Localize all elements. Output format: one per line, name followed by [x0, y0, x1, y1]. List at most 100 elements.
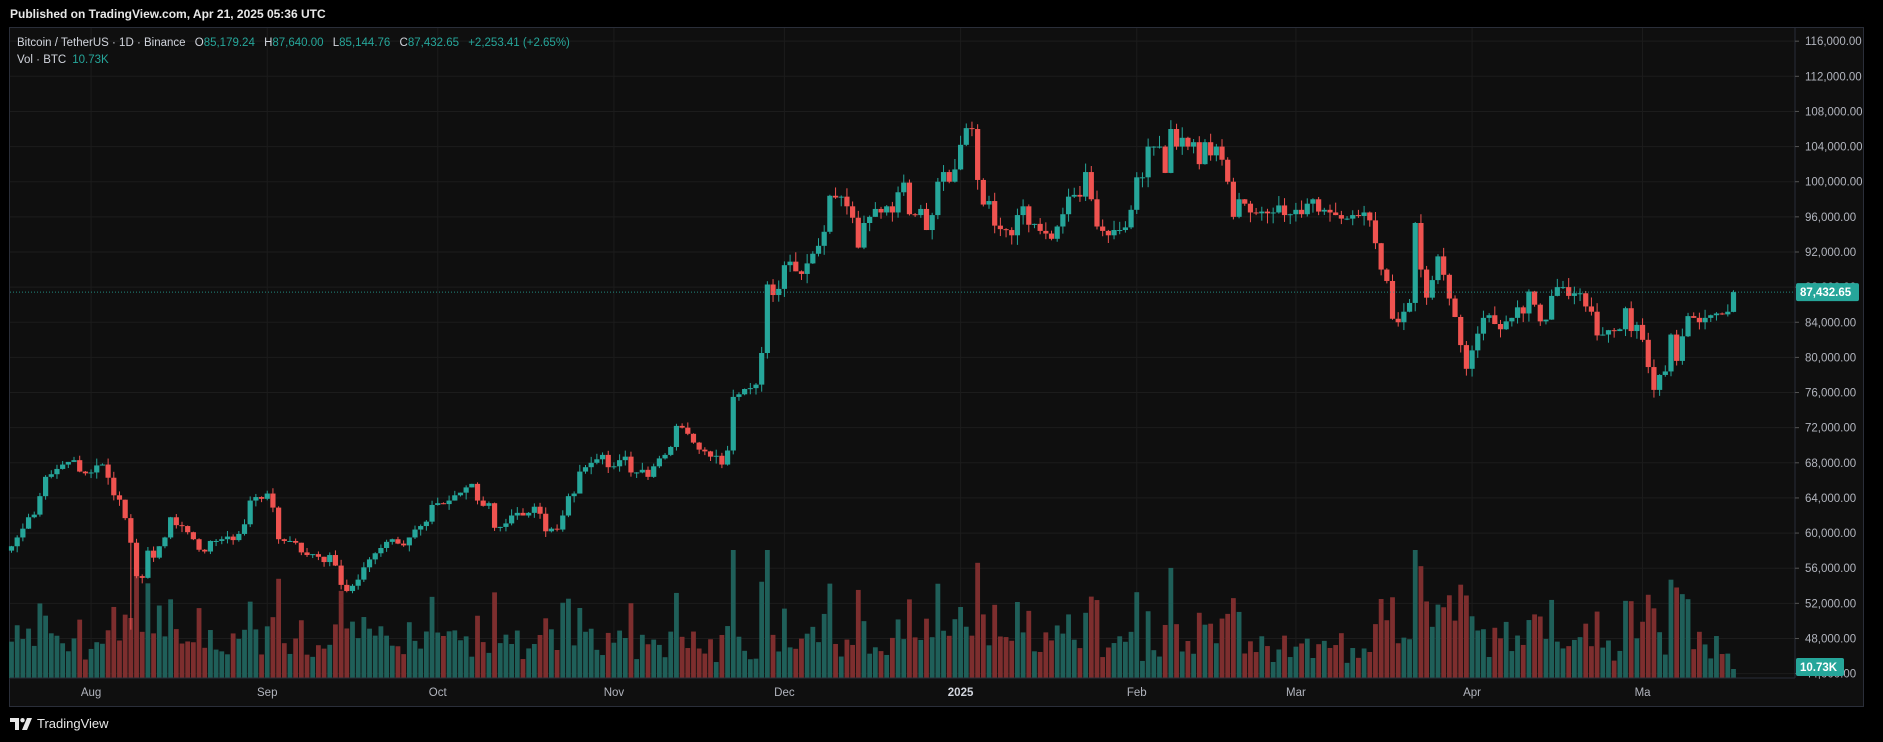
candle-body[interactable]	[1395, 318, 1401, 323]
candle-body[interactable]	[71, 460, 77, 462]
candle-body[interactable]	[1304, 203, 1310, 215]
candle-body[interactable]	[1020, 206, 1026, 216]
candle-body[interactable]	[1202, 142, 1208, 165]
candle-body[interactable]	[128, 518, 134, 543]
candle-body[interactable]	[1469, 350, 1475, 369]
candle-body[interactable]	[116, 495, 123, 500]
candle-body[interactable]	[60, 464, 66, 469]
candle-body[interactable]	[230, 536, 236, 541]
candle-body[interactable]	[594, 459, 600, 463]
candle-body[interactable]	[503, 523, 509, 527]
candle-body[interactable]	[918, 208, 924, 216]
candle-body[interactable]	[673, 425, 680, 447]
candle-body[interactable]	[702, 449, 708, 452]
candle-body[interactable]	[156, 546, 162, 558]
candle-body[interactable]	[88, 472, 94, 474]
candle-body[interactable]	[37, 496, 43, 515]
candle-body[interactable]	[412, 529, 418, 538]
candle-body[interactable]	[304, 552, 310, 556]
candle-body[interactable]	[31, 514, 37, 518]
candle-body[interactable]	[1276, 205, 1282, 213]
candle-body[interactable]	[872, 208, 878, 217]
candle-body[interactable]	[639, 469, 645, 473]
candle-body[interactable]	[1179, 137, 1185, 147]
candle-body[interactable]	[1685, 316, 1691, 337]
candle-body[interactable]	[1168, 129, 1174, 173]
candle-body[interactable]	[889, 206, 895, 213]
candle-body[interactable]	[310, 554, 316, 556]
candle-body[interactable]	[133, 542, 140, 577]
candle-body[interactable]	[548, 528, 555, 532]
candle-body[interactable]	[1247, 203, 1254, 213]
candle-body[interactable]	[42, 476, 49, 497]
candle-body[interactable]	[1605, 330, 1612, 335]
candle-body[interactable]	[190, 532, 196, 540]
candle-body[interactable]	[338, 565, 344, 585]
candle-body[interactable]	[406, 537, 412, 546]
candle-body[interactable]	[1463, 345, 1469, 369]
candlestick-chart[interactable]: 116,000.00 112,000.00 108,000.00 104,000.00…	[0, 0, 1883, 708]
candle-body[interactable]	[378, 548, 384, 554]
candle-body[interactable]	[514, 512, 520, 516]
candle-body[interactable]	[1122, 227, 1129, 231]
candle-body[interactable]	[1048, 233, 1055, 239]
candle-body[interactable]	[1725, 311, 1731, 315]
candle-body[interactable]	[844, 196, 850, 207]
candle-body[interactable]	[662, 454, 668, 459]
candle-body[interactable]	[1117, 230, 1123, 232]
candle-body[interactable]	[537, 506, 543, 514]
candle-body[interactable]	[804, 263, 810, 274]
candle-body[interactable]	[1316, 199, 1322, 212]
candle-body[interactable]	[168, 517, 174, 538]
candle-body[interactable]	[1531, 291, 1538, 305]
candle-body[interactable]	[1287, 214, 1293, 216]
candle-body[interactable]	[1060, 214, 1066, 227]
candle-body[interactable]	[480, 500, 486, 506]
candle-body[interactable]	[1435, 256, 1441, 281]
candle-body[interactable]	[1037, 223, 1043, 231]
candle-body[interactable]	[1071, 194, 1077, 197]
candle-body[interactable]	[264, 493, 270, 499]
candle-body[interactable]	[861, 223, 867, 248]
candle-body[interactable]	[651, 466, 657, 477]
candle-body[interactable]	[1088, 172, 1094, 200]
candle-body[interactable]	[656, 458, 662, 467]
candle-body[interactable]	[1219, 146, 1225, 160]
candle-body[interactable]	[1003, 229, 1009, 231]
candle-body[interactable]	[577, 471, 583, 494]
candle-body[interactable]	[719, 455, 725, 465]
candle-body[interactable]	[1480, 317, 1487, 334]
candle-body[interactable]	[980, 179, 986, 205]
candle-body[interactable]	[452, 495, 458, 501]
candle-body[interactable]	[469, 483, 475, 488]
candle-body[interactable]	[1009, 230, 1015, 236]
candle-body[interactable]	[48, 474, 54, 477]
candle-body[interactable]	[838, 196, 844, 198]
candle-body[interactable]	[1100, 226, 1106, 231]
candle-body[interactable]	[383, 541, 390, 548]
candle-body[interactable]	[628, 456, 634, 473]
candle-body[interactable]	[1253, 212, 1259, 214]
candle-body[interactable]	[1418, 223, 1424, 270]
candle-body[interactable]	[253, 497, 259, 501]
candle-body[interactable]	[8, 546, 15, 551]
candle-body[interactable]	[1327, 209, 1333, 213]
candle-body[interactable]	[99, 464, 106, 466]
candle-body[interactable]	[361, 567, 367, 580]
candle-body[interactable]	[463, 487, 469, 493]
candle-body[interactable]	[401, 543, 407, 546]
candle-body[interactable]	[1350, 215, 1356, 219]
candle-body[interactable]	[747, 388, 753, 390]
candle-body[interactable]	[474, 483, 481, 501]
candle-body[interactable]	[372, 553, 378, 560]
candle-body[interactable]	[185, 526, 191, 533]
candle-body[interactable]	[531, 506, 537, 513]
candle-body[interactable]	[1389, 280, 1396, 319]
candle-body[interactable]	[1486, 315, 1492, 318]
candle-body[interactable]	[173, 517, 179, 526]
candle-body[interactable]	[355, 579, 361, 586]
candle-body[interactable]	[491, 503, 498, 528]
candle-body[interactable]	[554, 528, 560, 530]
candle-body[interactable]	[14, 537, 20, 547]
candle-body[interactable]	[878, 208, 884, 213]
